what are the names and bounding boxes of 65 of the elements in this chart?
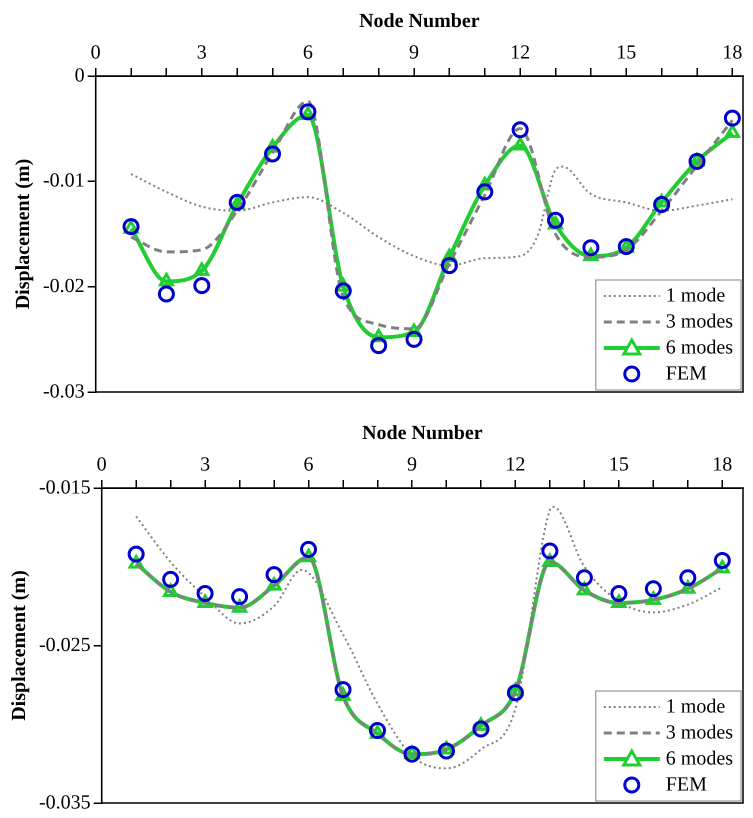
point: [679, 569, 696, 586]
x-tick-label: 9: [406, 453, 417, 476]
point: [158, 272, 174, 286]
point: [576, 569, 593, 586]
point: [158, 286, 175, 303]
legend-label: 3 modes: [666, 721, 734, 744]
legend-label: 6 modes: [666, 336, 734, 358]
point: [653, 196, 670, 214]
point: [541, 542, 558, 560]
point: [547, 212, 564, 229]
x-tick-label: 6: [304, 453, 314, 476]
point: [688, 152, 706, 170]
point: [512, 137, 528, 151]
point: [266, 566, 283, 584]
point: [162, 570, 180, 588]
x-tick-label: 18: [722, 41, 742, 64]
y-tick-label: 0: [74, 64, 85, 86]
point: [512, 121, 529, 138]
y-axis-title: Displacement (m): [8, 570, 30, 721]
x-axis-title: Node Number: [362, 422, 483, 444]
point: [440, 257, 458, 274]
point: [193, 277, 210, 294]
x-tick-label: 15: [608, 453, 629, 476]
x-tick-label: 18: [712, 453, 732, 476]
point: [370, 337, 388, 354]
point: [582, 239, 600, 256]
point: [610, 585, 628, 602]
x-tick-label: 12: [505, 453, 526, 476]
point: [194, 262, 210, 276]
y-tick-label: -0.02: [42, 274, 85, 297]
point: [714, 552, 731, 569]
x-tick-label: 0: [96, 453, 107, 476]
point: [300, 540, 318, 558]
y-axis-title: Displacement (m): [12, 158, 34, 310]
point: [406, 330, 423, 348]
x-tick-label: 6: [302, 41, 313, 64]
legend-label: 1 mode: [666, 695, 726, 718]
point: [128, 546, 145, 563]
legend-label: 3 modes: [666, 310, 734, 332]
y-tick-label: -0.01: [42, 170, 85, 192]
point: [334, 282, 352, 300]
y-tick-label: -0.03: [42, 380, 85, 402]
legend-label: 6 modes: [666, 747, 734, 770]
legend-label: FEM: [666, 773, 708, 796]
point: [196, 585, 214, 602]
x-tick-label: 15: [616, 41, 636, 64]
y-tick-label: -0.025: [38, 634, 91, 656]
point: [724, 110, 741, 127]
x-tick-label: 3: [196, 41, 207, 64]
point: [231, 588, 248, 606]
point: [476, 183, 494, 200]
point: [506, 684, 524, 702]
point: [644, 580, 662, 598]
x-tick-label: 12: [510, 41, 530, 64]
x-tick-label: 9: [409, 41, 420, 64]
point: [264, 145, 282, 162]
y-tick-label: -0.035: [38, 791, 91, 814]
x-axis-title: Node Number: [359, 10, 480, 32]
x-tick-label: 3: [200, 453, 210, 476]
point: [334, 681, 352, 698]
point: [724, 124, 740, 138]
legend-label: 1 mode: [666, 284, 726, 306]
y-tick-label: -0.015: [38, 476, 91, 498]
legend-label: FEM: [666, 362, 708, 384]
point: [472, 720, 490, 738]
